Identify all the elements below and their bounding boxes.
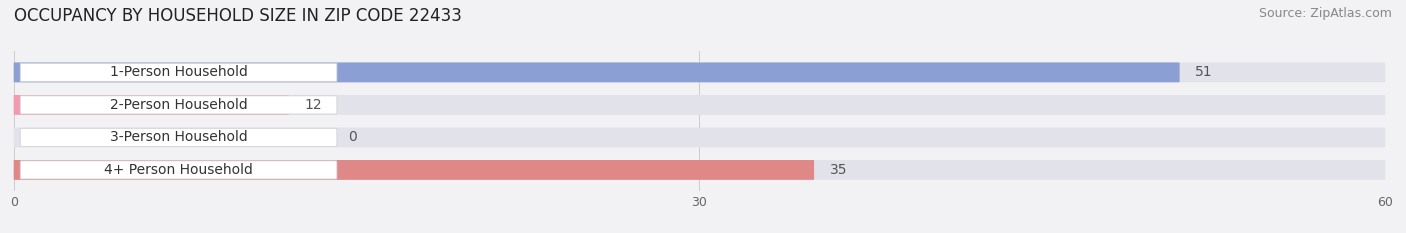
Text: 2-Person Household: 2-Person Household bbox=[110, 98, 247, 112]
Text: 0: 0 bbox=[347, 130, 356, 144]
FancyBboxPatch shape bbox=[14, 62, 1180, 82]
Text: Source: ZipAtlas.com: Source: ZipAtlas.com bbox=[1258, 7, 1392, 20]
FancyBboxPatch shape bbox=[20, 161, 337, 179]
FancyBboxPatch shape bbox=[14, 62, 1385, 82]
FancyBboxPatch shape bbox=[20, 96, 337, 114]
Text: 4+ Person Household: 4+ Person Household bbox=[104, 163, 253, 177]
FancyBboxPatch shape bbox=[20, 63, 337, 82]
Text: 1-Person Household: 1-Person Household bbox=[110, 65, 247, 79]
FancyBboxPatch shape bbox=[14, 127, 1385, 147]
FancyBboxPatch shape bbox=[14, 160, 1385, 180]
FancyBboxPatch shape bbox=[14, 95, 1385, 115]
FancyBboxPatch shape bbox=[20, 128, 337, 147]
Text: OCCUPANCY BY HOUSEHOLD SIZE IN ZIP CODE 22433: OCCUPANCY BY HOUSEHOLD SIZE IN ZIP CODE … bbox=[14, 7, 463, 25]
FancyBboxPatch shape bbox=[14, 95, 288, 115]
Text: 12: 12 bbox=[304, 98, 322, 112]
Text: 51: 51 bbox=[1195, 65, 1213, 79]
Text: 35: 35 bbox=[830, 163, 848, 177]
FancyBboxPatch shape bbox=[14, 160, 814, 180]
Text: 3-Person Household: 3-Person Household bbox=[110, 130, 247, 144]
